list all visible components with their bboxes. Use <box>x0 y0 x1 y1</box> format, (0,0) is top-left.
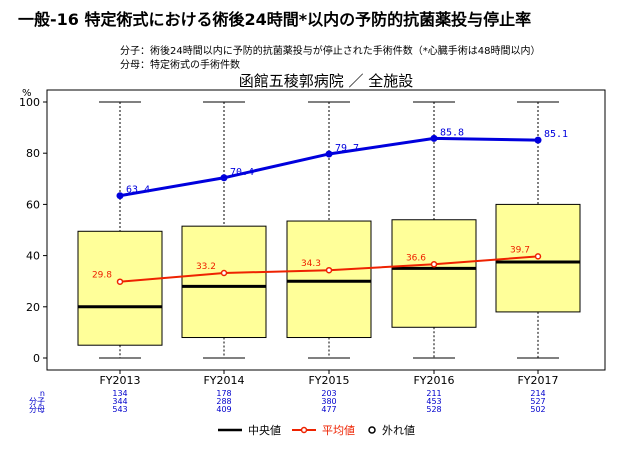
x-tick-label: FY2014 <box>203 374 244 387</box>
denominator-note: 分母：特定術式の手術件数 <box>120 60 240 71</box>
count-row-label: 分子 <box>29 397 45 406</box>
page-title: 一般-16 特定術式における術後24時間*以内の予防的抗菌薬投与停止率 <box>18 10 532 29</box>
hospital-point <box>116 192 124 200</box>
y-tick-label: 100 <box>19 96 40 109</box>
hospital-value-label: 70.4 <box>230 167 254 178</box>
legend-mean-label: 平均値 <box>322 424 355 437</box>
count-row-label: 分母 <box>29 405 45 414</box>
mean-value-label: 36.6 <box>406 253 426 263</box>
x-tick-label: FY2015 <box>308 374 349 387</box>
count-cell: 453 <box>426 397 441 406</box>
count-cell: 380 <box>321 397 336 406</box>
mean-value-label: 29.8 <box>92 271 112 281</box>
hospital-value-label: 79.7 <box>335 143 359 154</box>
legend-outlier-swatch <box>368 426 376 434</box>
count-cell: 409 <box>216 405 231 414</box>
count-cell: 214 <box>530 389 545 398</box>
hospital-point <box>534 136 542 144</box>
legend-mean-swatch-point <box>300 426 308 434</box>
iqr-box <box>181 225 267 339</box>
count-cell: 211 <box>426 389 441 398</box>
hospital-point <box>430 134 438 142</box>
count-row-label: n <box>40 389 45 398</box>
chart-subtitle: 函館五稜郭病院 ／ 全施設 <box>239 72 414 90</box>
x-tick-label: FY2013 <box>99 374 140 387</box>
y-tick-label: 0 <box>33 352 40 365</box>
mean-point <box>534 253 542 260</box>
mean-value-label: 39.7 <box>510 245 530 255</box>
count-cell: 288 <box>216 397 231 406</box>
iqr-box <box>391 219 477 328</box>
count-cell: 344 <box>112 397 127 406</box>
mean-value-label: 34.3 <box>301 259 321 269</box>
count-cell: 477 <box>321 405 336 414</box>
count-cell: 203 <box>321 389 336 398</box>
mean-point <box>430 261 438 268</box>
numerator-note: 分子：術後24時間以内に予防的抗菌薬投与が停止された手術件数（*心臓手術は48時… <box>120 46 541 57</box>
y-tick-label: 40 <box>26 250 40 263</box>
count-cell: 527 <box>530 397 545 406</box>
hospital-value-label: 85.8 <box>440 127 464 138</box>
iqr-box <box>286 220 372 339</box>
legend-outlier-label: 外れ値 <box>382 424 415 437</box>
y-tick-label: 20 <box>26 301 40 314</box>
y-unit-label: % <box>22 88 32 99</box>
mean-value-label: 33.2 <box>196 262 216 272</box>
y-tick-label: 80 <box>26 147 40 160</box>
count-cell: 502 <box>530 405 545 414</box>
count-cell: 543 <box>112 405 127 414</box>
hospital-point <box>220 174 228 182</box>
legend-median-label: 中央値 <box>248 424 281 437</box>
mean-point <box>325 266 333 274</box>
hospital-value-label: 85.1 <box>544 129 568 140</box>
iqr-box <box>77 230 163 346</box>
count-cell: 134 <box>112 389 127 398</box>
hospital-value-label: 63.4 <box>126 185 150 196</box>
count-cell: 528 <box>426 405 441 414</box>
x-tick-label: FY2017 <box>517 374 558 387</box>
mean-point <box>116 278 124 285</box>
y-tick-label: 60 <box>26 198 40 211</box>
hospital-point <box>325 150 333 158</box>
mean-point <box>220 269 228 277</box>
plot-frame <box>46 89 606 371</box>
count-cell: 178 <box>216 389 231 398</box>
x-tick-label: FY2016 <box>413 374 454 387</box>
